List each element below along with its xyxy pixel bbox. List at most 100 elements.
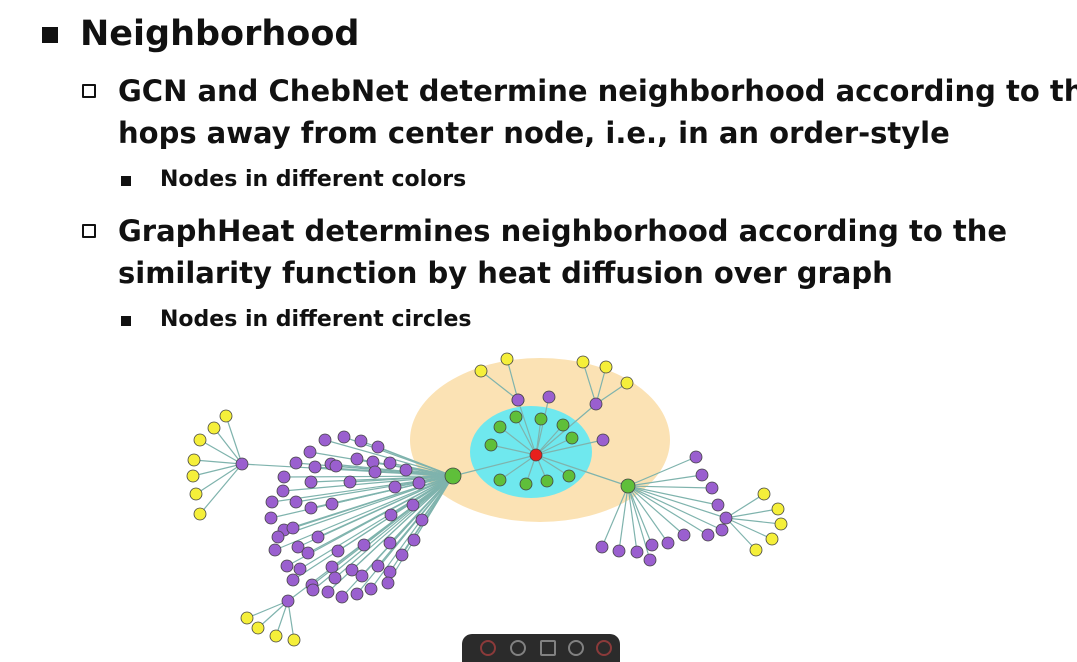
graph-edge (299, 475, 454, 570)
green-hub-node (620, 478, 636, 494)
graph-edge (618, 485, 629, 552)
purple-node (357, 538, 371, 552)
graph-edge (274, 475, 454, 551)
purple-node (383, 456, 397, 470)
purple-node (406, 498, 420, 512)
purple-node (343, 475, 357, 489)
yellow-node (193, 507, 207, 521)
toolbar-close-icon[interactable] (596, 640, 612, 656)
list-bullet (82, 224, 96, 238)
graph-edge (535, 437, 573, 456)
toolbar-record-icon[interactable] (480, 640, 496, 656)
graph-edge (389, 462, 454, 477)
yellow-node (189, 487, 203, 501)
item-2-line-1: GraphHeat determines neighborhood accord… (118, 214, 1008, 248)
graph-edge (627, 474, 703, 487)
graph-edge (282, 475, 454, 492)
purple-node (350, 587, 364, 601)
center-node (529, 448, 543, 462)
yellow-node (240, 611, 254, 625)
item-2-line-2: similarity function by heat diffusion ov… (118, 256, 893, 290)
purple-node (291, 540, 305, 554)
item-2-sub: Nodes in different circles (160, 307, 472, 332)
item-1-sub: Nodes in different colors (160, 167, 467, 192)
purple-node (268, 543, 282, 557)
purple-node (289, 456, 303, 470)
purple-node (329, 459, 343, 473)
purple-node (264, 511, 278, 525)
graph-edge (627, 485, 713, 489)
purple-node (304, 475, 318, 489)
graph-edge (193, 459, 243, 465)
purple-node (384, 508, 398, 522)
purple-node (321, 585, 335, 599)
purple-node (511, 393, 525, 407)
graph-edge (535, 424, 564, 456)
graph-edge (317, 475, 454, 538)
purple-node (371, 559, 385, 573)
graph-edge (627, 485, 638, 553)
yellow-node (287, 633, 301, 647)
purple-node (337, 430, 351, 444)
purple-node (331, 544, 345, 558)
purple-node (715, 523, 729, 537)
purple-node (395, 548, 409, 562)
yellow-node (576, 355, 590, 369)
purple-node (318, 433, 332, 447)
graph-edge (452, 454, 537, 477)
purple-node (383, 536, 397, 550)
purple-node (286, 573, 300, 587)
page-title: Neighborhood (80, 14, 360, 54)
purple-node (271, 530, 285, 544)
purple-node (643, 553, 657, 567)
green-hub-node (444, 467, 462, 485)
green-node (519, 477, 533, 491)
graph-edge (246, 600, 289, 619)
purple-node (368, 465, 382, 479)
yellow-node (186, 469, 200, 483)
purple-node (335, 590, 349, 604)
yellow-node (765, 532, 779, 546)
green-node (493, 420, 507, 434)
yellow-node (193, 433, 207, 447)
toolbar-pen-icon[interactable] (568, 640, 584, 656)
graph-edge (334, 475, 454, 579)
green-node (534, 412, 548, 426)
yellow-node (207, 421, 221, 435)
graph-edge (535, 454, 629, 487)
purple-node (383, 565, 397, 579)
yellow-node (500, 352, 514, 366)
graph-edge (225, 415, 243, 465)
green-node (484, 438, 498, 452)
purple-node (612, 544, 626, 558)
item-1-line-2: hops away from center node, i.e., in an … (118, 116, 950, 150)
purple-node (589, 397, 603, 411)
purple-node (289, 495, 303, 509)
graph-edge (277, 475, 454, 538)
graph-edge (725, 517, 757, 551)
presentation-toolbar[interactable] (462, 634, 620, 662)
purple-node (630, 545, 644, 559)
graph-edge (490, 444, 537, 456)
purple-node (677, 528, 691, 542)
graph-edge (725, 493, 765, 519)
toolbar-capture-icon[interactable] (540, 640, 556, 656)
graph-edge (627, 485, 719, 506)
graph-edge (627, 485, 669, 544)
item-1-line-1: GCN and ChebNet determine neighborhood a… (118, 74, 1077, 108)
purple-node (412, 476, 426, 490)
graph-edge (199, 463, 243, 515)
purple-node (308, 460, 322, 474)
purple-node (364, 582, 378, 596)
purple-node (689, 450, 703, 464)
purple-node (325, 560, 339, 574)
toolbar-pointer-icon[interactable] (510, 640, 526, 656)
heading-bullet (42, 27, 58, 43)
yellow-node (474, 364, 488, 378)
graph-edge (515, 416, 537, 456)
graph-edge (241, 463, 454, 477)
purple-node (701, 528, 715, 542)
graph-edge (192, 463, 243, 477)
graph-edge (627, 485, 653, 546)
